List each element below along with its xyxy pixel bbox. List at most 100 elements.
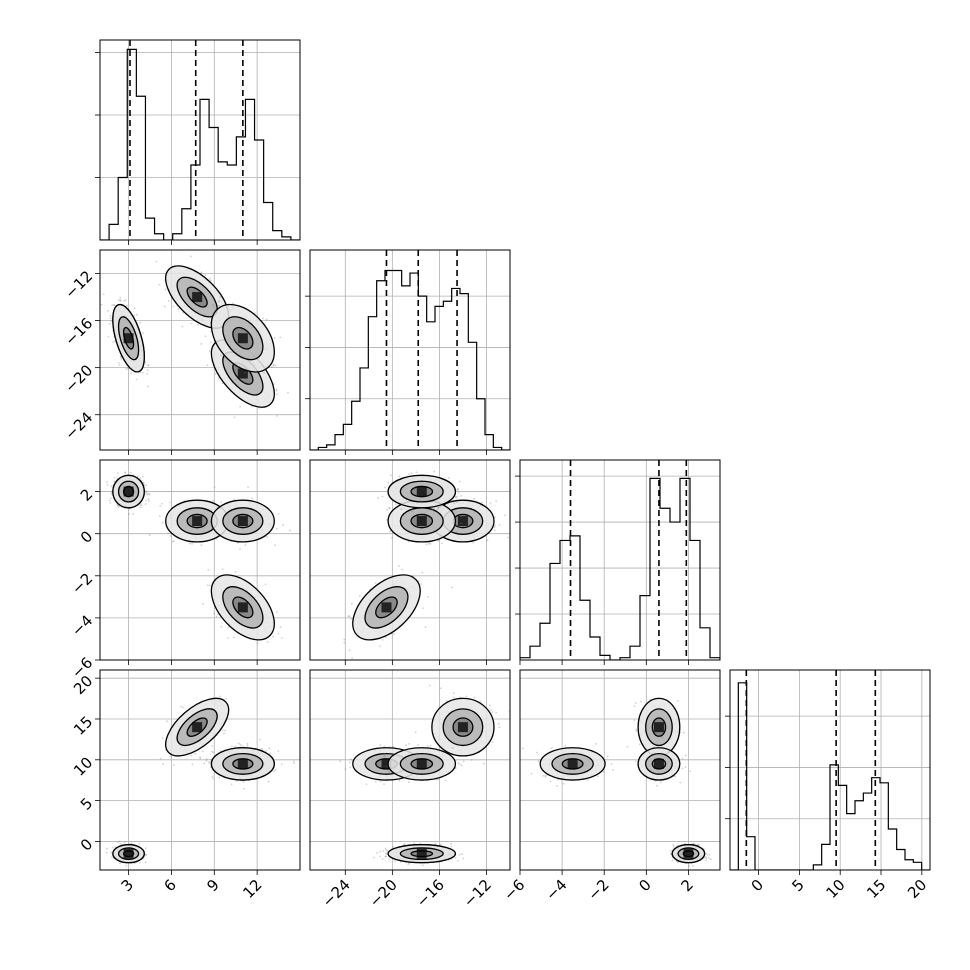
- scatter-point: [172, 305, 175, 308]
- scatter-point: [451, 586, 453, 589]
- density-peak: [416, 486, 427, 497]
- scatter-point: [274, 364, 277, 367]
- density-peak: [237, 333, 248, 344]
- scatter-point: [108, 322, 111, 325]
- scatter-point: [277, 513, 280, 516]
- scatter-point: [141, 475, 144, 478]
- scatter-point: [427, 596, 430, 598]
- scatter-point: [190, 255, 192, 258]
- scatter-point: [158, 283, 161, 286]
- scatter-point: [205, 758, 208, 761]
- scatter-point: [427, 542, 430, 545]
- scatter-point: [124, 472, 127, 475]
- axes-frame: [99, 39, 301, 241]
- scatter-point: [274, 544, 277, 547]
- scatter-point: [343, 641, 346, 644]
- scatter-point: [116, 477, 119, 480]
- panel-2-2: [515, 459, 721, 665]
- density-peak: [192, 722, 203, 733]
- scatter-point: [118, 364, 121, 366]
- scatter-point: [410, 472, 413, 475]
- scatter-point: [495, 500, 498, 503]
- scatter-point: [272, 363, 275, 366]
- scatter-point: [169, 535, 172, 537]
- scatter-point: [244, 371, 246, 374]
- scatter-point: [282, 524, 284, 526]
- axes-frame: [309, 249, 511, 451]
- scatter-point: [188, 542, 191, 545]
- scatter-point: [494, 516, 496, 519]
- scatter-point: [200, 544, 203, 547]
- scatter-point: [460, 495, 463, 497]
- scatter-point: [158, 515, 161, 517]
- scatter-point: [456, 489, 459, 491]
- scatter-point: [190, 322, 193, 325]
- axes-frame: [99, 459, 301, 661]
- scatter-point: [224, 729, 226, 732]
- scatter-point: [441, 542, 443, 545]
- scatter-point: [180, 705, 183, 708]
- scatter-point: [164, 288, 167, 291]
- scatter-point: [388, 506, 391, 509]
- scatter-point: [226, 637, 229, 639]
- scatter-point: [274, 769, 277, 771]
- scatter-point: [177, 308, 180, 310]
- scatter-point: [494, 529, 496, 532]
- scatter-point: [148, 492, 150, 495]
- scatter-point: [155, 260, 158, 263]
- scatter-point: [146, 493, 149, 496]
- scatter-point: [159, 505, 162, 507]
- scatter-point: [431, 507, 434, 510]
- axes-frame: [519, 459, 721, 661]
- scatter-point: [112, 303, 115, 306]
- scatter-point: [276, 393, 278, 396]
- scatter-point: [139, 321, 142, 324]
- scatter-point: [457, 492, 460, 494]
- density-peak: [237, 516, 248, 527]
- scatter-point: [133, 307, 136, 310]
- scatter-point: [266, 536, 269, 538]
- scatter-point: [391, 536, 393, 539]
- scatter-point: [198, 756, 201, 759]
- scatter-points: [343, 470, 509, 659]
- scatter-points: [100, 255, 289, 419]
- scatter-point: [106, 309, 109, 312]
- scatter-point: [147, 498, 150, 501]
- scatter-point: [423, 512, 426, 515]
- scatter-point: [118, 840, 121, 843]
- scatter-point: [486, 539, 489, 542]
- axes-frame: [309, 459, 511, 661]
- scatter-point: [260, 747, 263, 750]
- scatter-point: [242, 781, 245, 783]
- scatter-point: [251, 497, 253, 500]
- scatter-point: [217, 304, 220, 307]
- scatter-point: [234, 745, 237, 748]
- scatter-point: [125, 304, 128, 307]
- scatter-point: [401, 568, 404, 571]
- density-peak: [192, 516, 203, 527]
- scatter-point: [135, 378, 138, 381]
- scatter-point: [237, 542, 239, 544]
- scatter-point: [454, 508, 456, 511]
- scatter-point: [273, 770, 275, 773]
- scatter-point: [123, 841, 126, 844]
- scatter-point: [239, 405, 242, 408]
- scatter-point: [279, 336, 282, 339]
- scatter-point: [262, 317, 264, 320]
- scatter-point: [110, 851, 113, 854]
- scatter-point: [171, 540, 174, 543]
- scatter-point: [212, 500, 215, 502]
- scatter-point: [110, 320, 113, 323]
- histogram-1: [310, 269, 510, 450]
- scatter-point: [161, 502, 164, 505]
- scatter-point: [161, 737, 164, 739]
- scatter-point: [142, 481, 145, 484]
- scatter-point: [112, 341, 115, 344]
- scatter-point: [190, 754, 192, 757]
- scatter-point: [350, 617, 352, 620]
- scatter-point: [243, 787, 245, 790]
- panel-2-1: [309, 459, 511, 665]
- scatter-point: [144, 853, 147, 856]
- scatter-point: [113, 304, 116, 307]
